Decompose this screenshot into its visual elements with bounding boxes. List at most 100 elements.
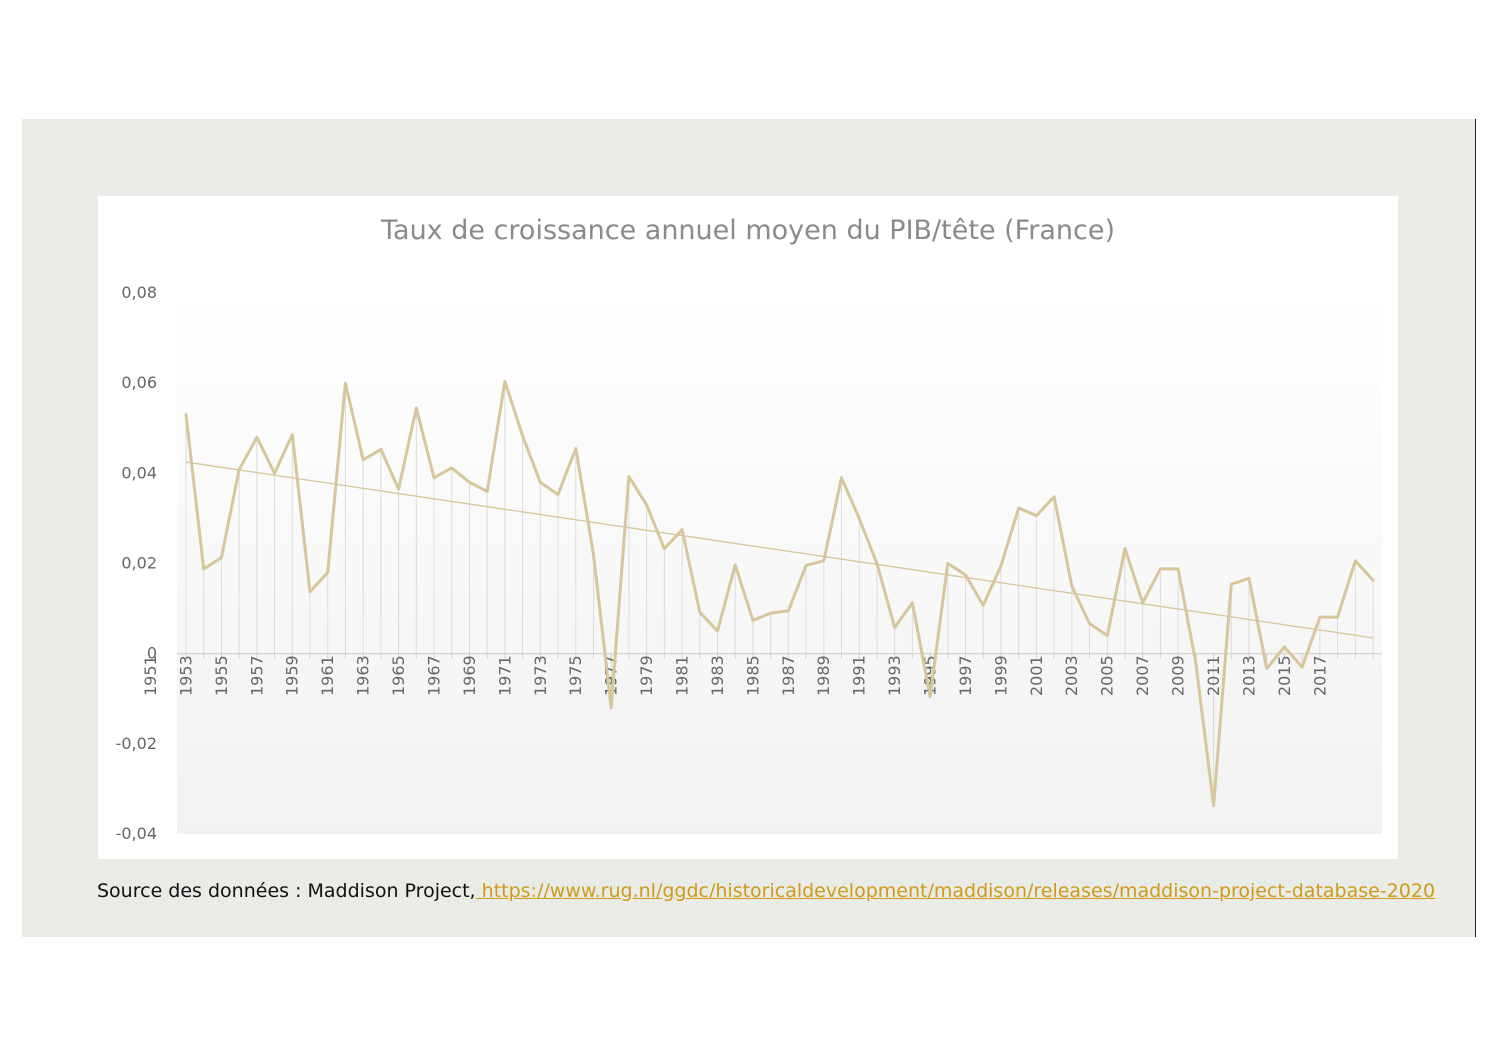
x-tick-label: 2009 (1169, 655, 1188, 696)
data-point (1017, 506, 1020, 510)
x-tick-label: 1969 (460, 655, 479, 696)
x-tick-label: 1987 (779, 655, 798, 696)
data-point (1035, 514, 1038, 517)
data-point (521, 434, 524, 438)
data-point (680, 528, 684, 531)
x-tick-label: 1989 (814, 655, 833, 696)
x-tick-label: 1967 (424, 655, 443, 696)
data-point (1141, 601, 1144, 604)
x-tick-label: 1973 (531, 655, 550, 696)
series-line (184, 379, 1375, 808)
data-point (928, 695, 932, 698)
source-link[interactable]: https://www.rug.nl/ggdc/historicaldevelo… (475, 880, 1436, 902)
data-point (450, 466, 453, 470)
data-point (1106, 634, 1109, 637)
data-point (875, 562, 879, 565)
page-edge-rule (1475, 119, 1476, 937)
x-tick-label: 1955 (212, 655, 231, 696)
x-tick-label: 1951 (141, 655, 160, 696)
data-point (982, 604, 985, 607)
trend-line (185, 461, 1374, 639)
data-point (344, 381, 347, 385)
y-tick-label: -0,02 (116, 734, 157, 753)
x-tick-label: 1959 (283, 655, 302, 696)
data-point (663, 547, 666, 550)
data-point (291, 433, 294, 436)
data-point (1176, 567, 1180, 571)
x-tick-label: 2013 (1239, 655, 1258, 696)
x-tick-label: 2015 (1275, 655, 1294, 696)
data-point (1194, 661, 1198, 664)
data-point (1159, 567, 1162, 571)
x-tick-label: 1985 (743, 655, 762, 696)
data-point (220, 556, 223, 559)
data-point (1336, 615, 1339, 619)
data-point (539, 481, 542, 484)
data-point (751, 619, 755, 622)
data-point (964, 573, 967, 576)
y-tick-label: -0,04 (116, 824, 157, 843)
x-tick-label: 2003 (1062, 655, 1081, 696)
data-point (1300, 665, 1304, 669)
data-point (1088, 622, 1091, 625)
data-point (503, 380, 507, 383)
data-point (432, 476, 436, 480)
data-point (609, 706, 613, 709)
data-point (326, 571, 329, 574)
x-tick-label: 2005 (1098, 655, 1117, 696)
data-point (468, 481, 471, 484)
data-point (485, 490, 489, 493)
data-point (397, 487, 400, 491)
source-note: Source des données : Maddison Project, h… (97, 880, 1475, 902)
x-tick-label: 1999 (991, 655, 1010, 696)
data-point (734, 563, 737, 567)
x-tick-label: 1991 (850, 655, 869, 696)
source-prefix: Source des données : Maddison Project, (97, 880, 476, 902)
y-tick-label: 0 (147, 644, 157, 663)
data-point (1247, 577, 1251, 580)
x-tick-label: 2007 (1133, 655, 1152, 696)
data-point (1265, 667, 1268, 670)
x-tick-label: 1963 (354, 655, 373, 696)
data-point (415, 406, 418, 410)
data-point (698, 610, 701, 614)
data-point (202, 567, 205, 571)
x-tick-label: 1981 (672, 655, 691, 696)
data-point (1230, 583, 1233, 586)
data-point (911, 601, 914, 604)
data-point (804, 564, 808, 567)
x-tick-label: 1983 (708, 655, 727, 696)
data-point (1371, 578, 1375, 582)
data-point (237, 468, 241, 471)
data-point (645, 503, 648, 507)
x-tick-label: 2017 (1310, 655, 1329, 696)
plot-area (177, 293, 1382, 834)
data-point (1318, 615, 1322, 619)
data-point (255, 436, 259, 439)
data-point (1070, 584, 1074, 588)
x-tick-label: 1975 (566, 655, 585, 696)
data-point (769, 611, 772, 615)
x-tick-label: 1961 (318, 655, 337, 696)
data-point (273, 472, 276, 475)
data-point (1052, 495, 1056, 498)
data-point (1283, 645, 1286, 649)
data-point (893, 626, 896, 629)
x-tick-label: 1979 (637, 655, 656, 696)
x-tick-label: 1953 (176, 655, 195, 696)
x-tick-label: 1993 (885, 655, 904, 696)
data-point (999, 564, 1003, 567)
data-point (1354, 559, 1357, 562)
data-point (858, 517, 861, 520)
x-tick-label: 1965 (389, 655, 408, 696)
data-point (379, 448, 383, 451)
data-point (556, 493, 560, 496)
data-point (822, 559, 825, 562)
y-tick-label: 0,08 (121, 283, 157, 302)
x-tick-label: 2011 (1204, 655, 1223, 696)
x-tick-label: 1971 (495, 655, 514, 696)
x-tick-label: 1997 (956, 655, 975, 696)
data-point (946, 562, 950, 565)
chart-title: Taux de croissance annuel moyen du PIB/t… (381, 215, 1115, 246)
